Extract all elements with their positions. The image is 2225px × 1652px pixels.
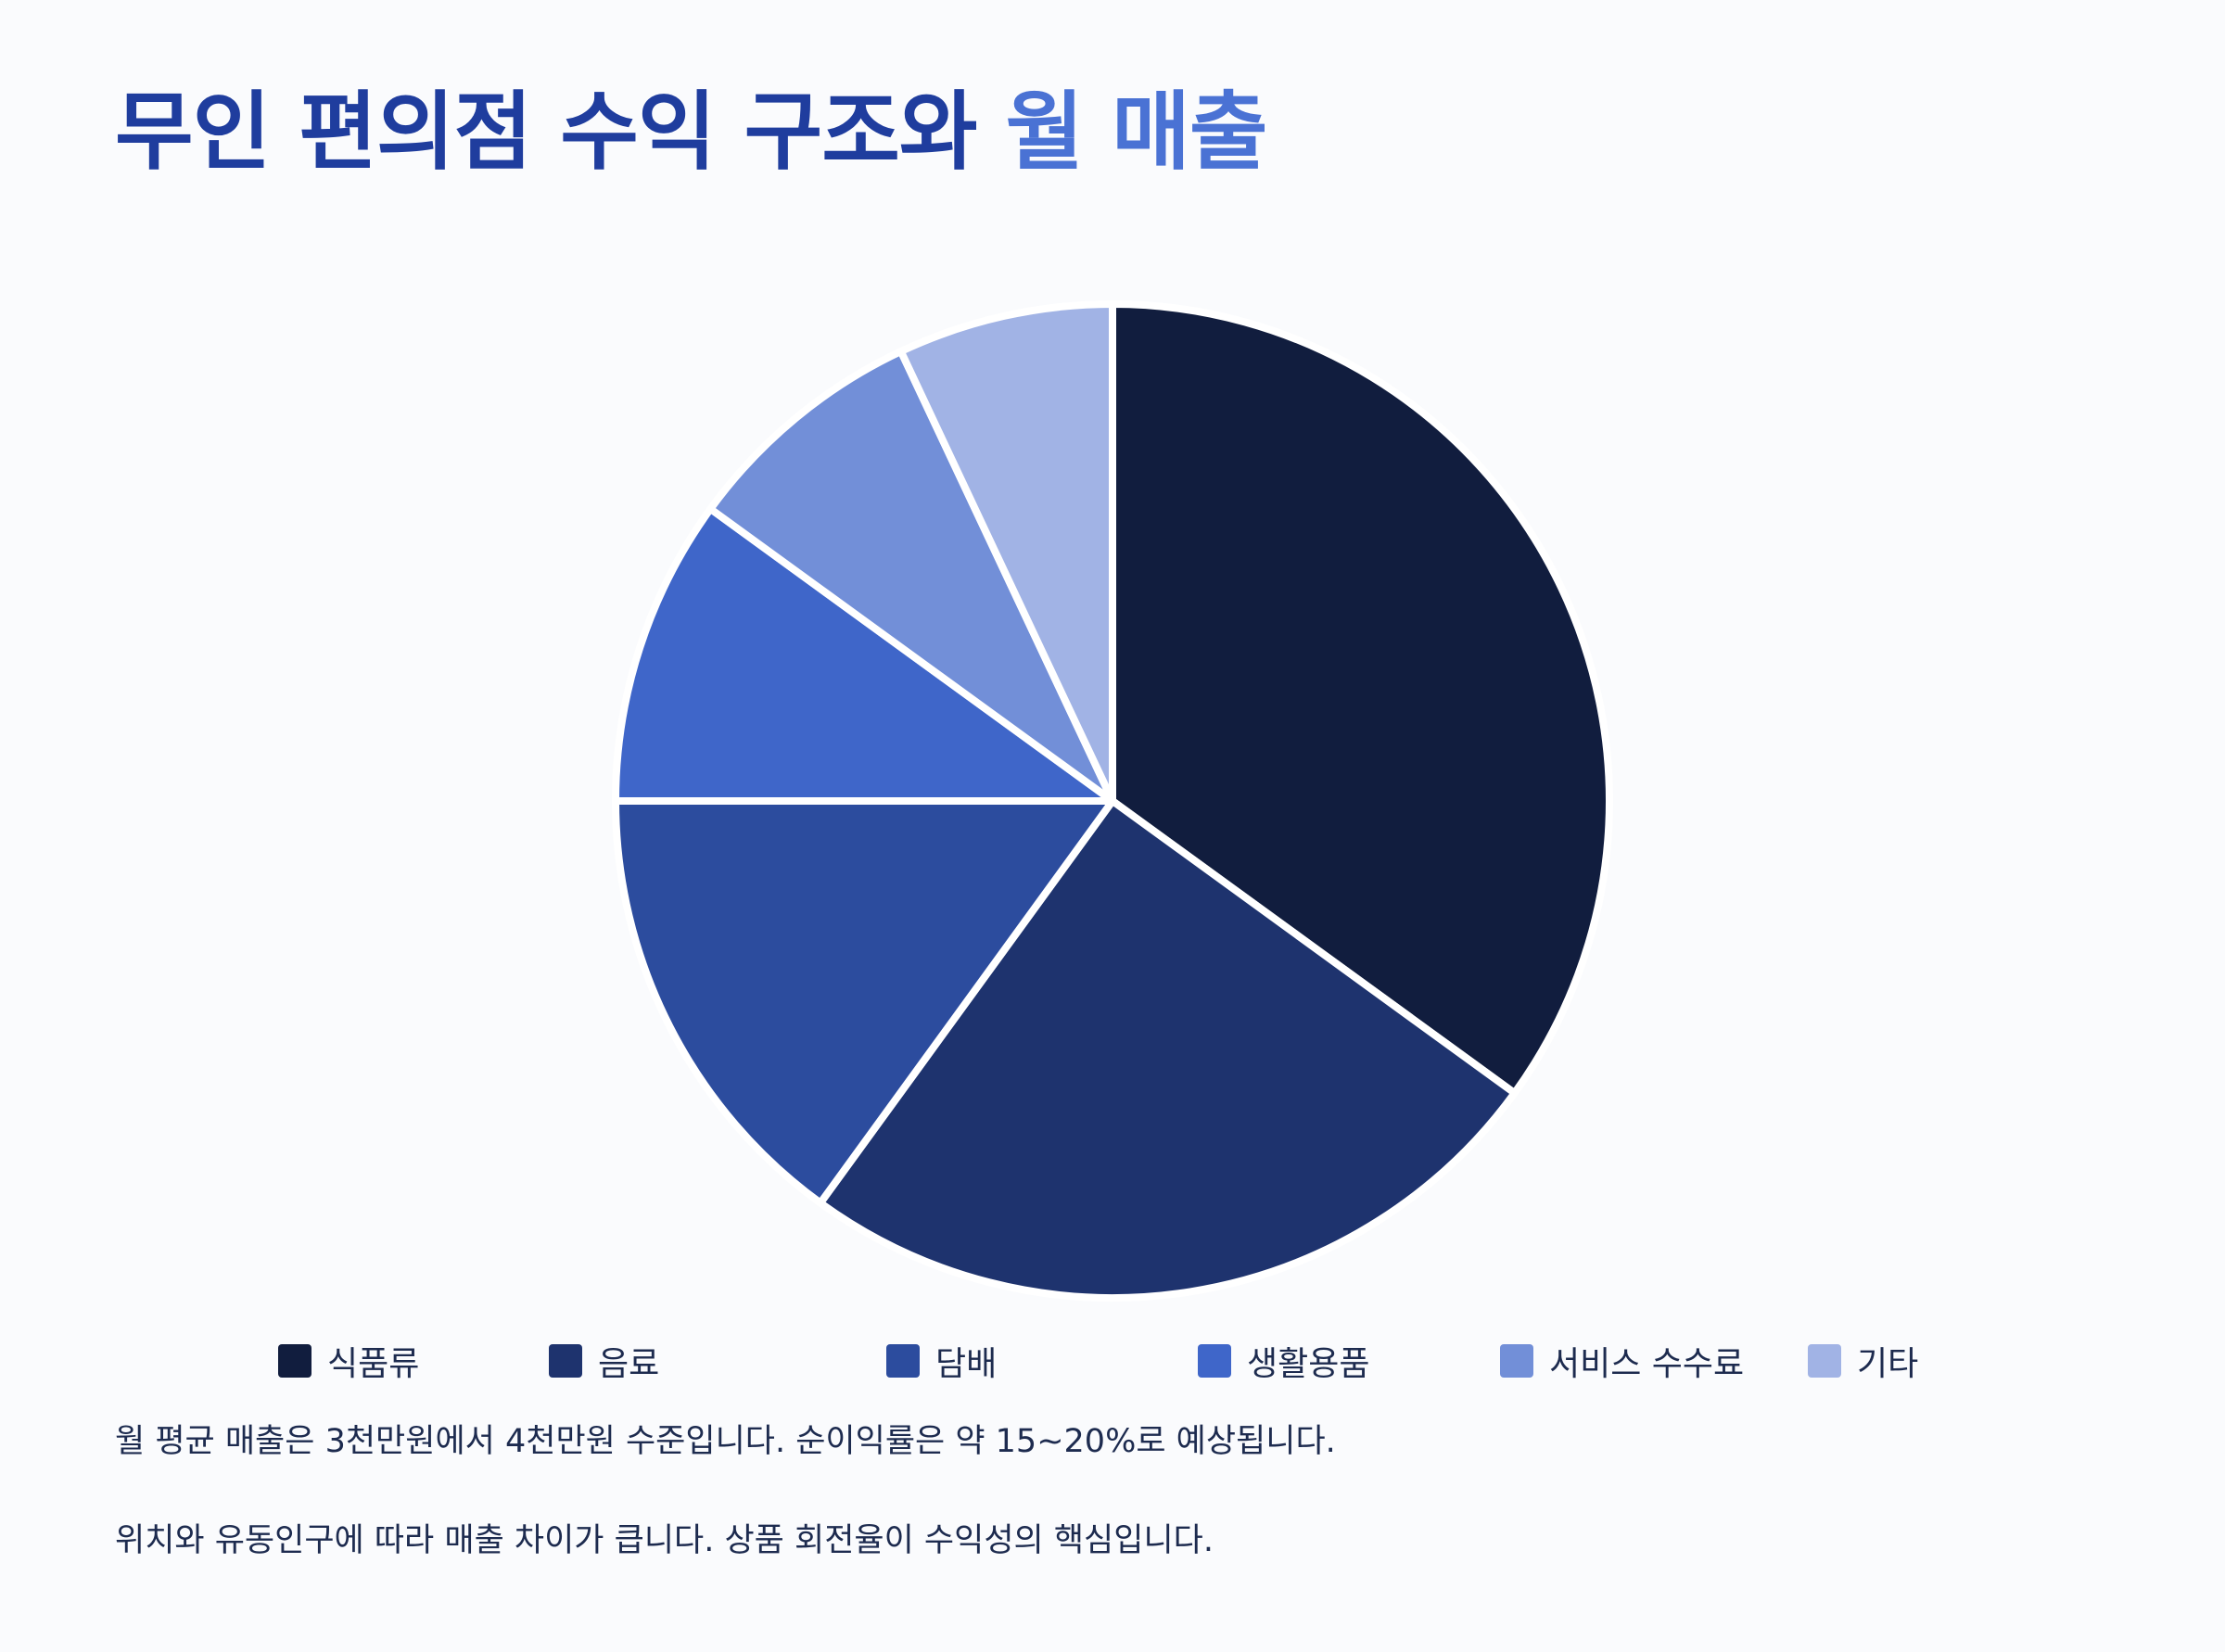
pie-slice-household <box>612 504 1116 805</box>
pie-slice-service-fee <box>706 348 1116 805</box>
legend-item-etc: 기타 <box>1808 1335 1918 1387</box>
pie-slice-tobacco <box>612 797 1116 1207</box>
note-location-factor: 위치와 유동인구에 따라 매출 차이가 큽니다. 상품 회전율이 수익성의 핵심… <box>115 1522 1214 1559</box>
legend-swatch <box>886 1344 920 1378</box>
legend-label: 기타 <box>1857 1345 1919 1383</box>
legend-label: 음료 <box>598 1345 660 1383</box>
legend-swatch <box>549 1344 582 1378</box>
legend-item-service-fee: 서비스 수수료 <box>1500 1335 1744 1387</box>
legend-item-beverage: 음료 <box>549 1335 659 1387</box>
pie-slice-food <box>1109 300 1613 1098</box>
note-monthly-revenue: 월 평균 매출은 3천만원에서 4천만원 수준입니다. 순이익률은 약 15~2… <box>115 1423 1336 1460</box>
pie-slice-etc <box>896 300 1116 805</box>
legend-label: 담배 <box>935 1345 998 1383</box>
title-part-2: 월 매출 <box>1005 83 1268 182</box>
pie-slice-beverage <box>816 797 1519 1302</box>
legend-label: 서비스 수수료 <box>1549 1345 1745 1383</box>
title-part-1: 무인 편의점 수익 구조와 <box>115 83 977 182</box>
chart-legend: 식품류 음료 담배 생활용품 서비스 수수료 기타 <box>0 1335 2225 1387</box>
legend-item-tobacco: 담배 <box>886 1335 997 1387</box>
notes: 월 평균 매출은 3천만원에서 4천만원 수준입니다. 순이익률은 약 15~2… <box>115 1415 2108 1561</box>
legend-swatch <box>278 1344 312 1378</box>
legend-swatch <box>1198 1344 1231 1378</box>
legend-swatch <box>1808 1344 1841 1378</box>
legend-label: 생활용품 <box>1247 1345 1370 1383</box>
chart-title: 무인 편의점 수익 구조와 월 매출 <box>115 83 1268 182</box>
legend-item-food: 식품류 <box>278 1335 419 1387</box>
legend-label: 식품류 <box>327 1345 420 1383</box>
legend-item-household: 생활용품 <box>1198 1335 1369 1387</box>
legend-swatch <box>1500 1344 1533 1378</box>
